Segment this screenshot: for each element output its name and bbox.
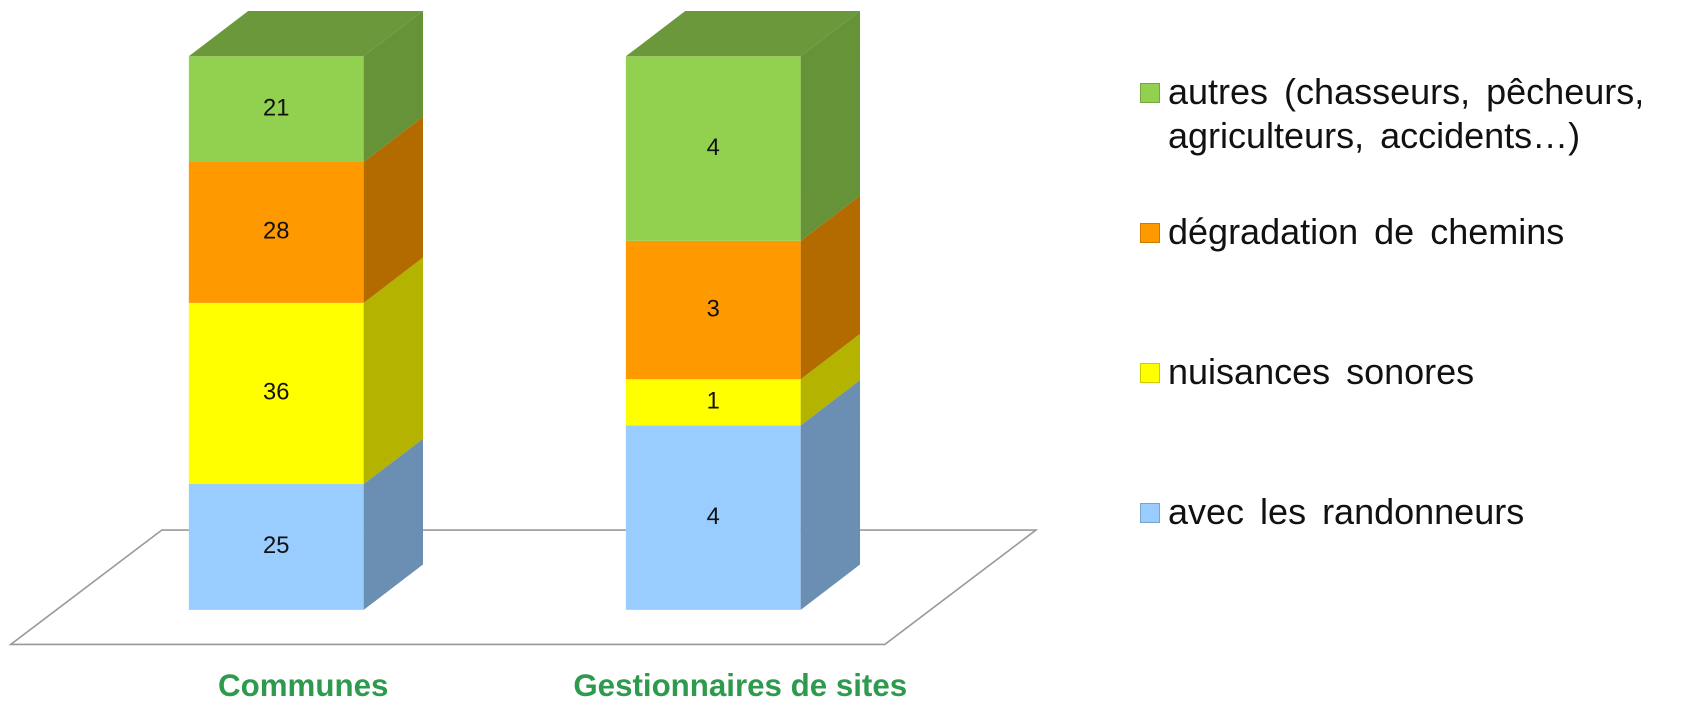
bar-side xyxy=(800,333,861,426)
legend-swatch xyxy=(1140,503,1160,523)
legend-swatch xyxy=(1140,363,1160,383)
data-label: 4 xyxy=(707,504,720,530)
legend-label: nuisances sonores xyxy=(1168,351,1475,392)
legend-item: autres (chasseurs, pêcheurs, agriculteur… xyxy=(1140,70,1685,158)
bar-segment xyxy=(625,379,801,426)
bar-side xyxy=(363,438,423,610)
legend-label: autres (chasseurs, pêcheurs, agriculteur… xyxy=(1168,71,1645,156)
data-label: 36 xyxy=(263,380,289,406)
legend-item: avec les randonneurs xyxy=(1140,490,1685,534)
bar-side xyxy=(363,116,423,303)
bar-segment xyxy=(625,240,801,380)
bar-side xyxy=(800,195,861,380)
bar-segment xyxy=(188,56,364,162)
data-label: 28 xyxy=(263,219,289,245)
bar-side xyxy=(363,257,423,485)
data-label: 21 xyxy=(263,95,289,121)
bar-side xyxy=(363,10,423,162)
data-label: 3 xyxy=(707,296,720,322)
x-tick-label: Communes xyxy=(218,668,388,703)
legend-item: nuisances sonores xyxy=(1140,350,1685,394)
bar-segment xyxy=(188,484,364,610)
legend-swatch xyxy=(1140,223,1160,243)
bar-segment xyxy=(625,56,801,241)
data-label: 4 xyxy=(707,135,720,161)
bar-top xyxy=(625,10,861,57)
data-label: 25 xyxy=(263,533,289,559)
bar-side xyxy=(800,380,861,610)
x-tick-label: Gestionnaires de sites xyxy=(573,668,907,703)
legend-label: dégradation de chemins xyxy=(1168,211,1565,252)
legend-item: dégradation de chemins xyxy=(1140,210,1685,254)
legend-label: avec les randonneurs xyxy=(1168,491,1525,532)
bar-segment xyxy=(188,302,364,485)
floor xyxy=(8,529,1039,646)
bar-side xyxy=(800,10,861,241)
data-label: 1 xyxy=(707,389,720,415)
bar-segment xyxy=(625,425,801,610)
bar-top xyxy=(188,10,423,57)
bar-segment xyxy=(188,161,364,303)
legend-swatch xyxy=(1140,83,1160,103)
